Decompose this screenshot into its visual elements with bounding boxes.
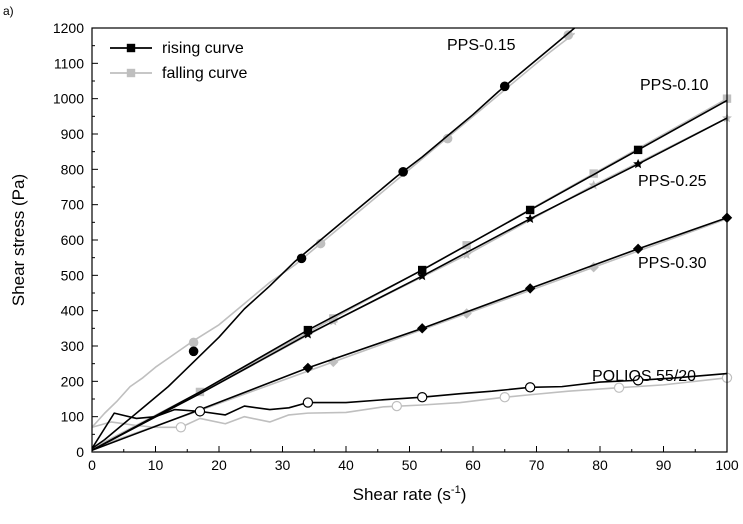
data-point — [418, 265, 427, 275]
x-tick-label: 10 — [148, 457, 164, 473]
legend-label: falling curve — [162, 65, 247, 82]
series-line — [91, 97, 728, 450]
series-layer — [91, 27, 733, 451]
y-tick-label: 600 — [61, 232, 85, 248]
x-axis-title-sup: -1 — [451, 484, 461, 496]
x-axis: 0 10 20 30 40 50 60 70 80 90 100 — [88, 446, 739, 473]
data-point — [633, 158, 644, 169]
y-tick-label: 400 — [61, 303, 85, 319]
data-point — [194, 406, 206, 417]
x-tick-label: 40 — [338, 457, 354, 473]
x-tick-label: 20 — [211, 457, 227, 473]
y-tick-label: 1100 — [54, 55, 84, 71]
series-label: PPS-0.25 — [638, 173, 707, 190]
legend-marker — [126, 43, 136, 53]
legend-marker — [126, 68, 136, 78]
x-tick-label: 30 — [275, 457, 291, 473]
y-tick-label: 900 — [61, 126, 85, 142]
x-axis-title: Shear rate (s-1) — [353, 484, 467, 504]
data-point — [499, 392, 510, 403]
y-tick-label: 500 — [61, 267, 85, 283]
series-0-rising — [91, 27, 576, 450]
panel-label: a) — [3, 4, 14, 18]
data-point — [632, 243, 644, 255]
x-tick-label: 70 — [529, 457, 545, 473]
series-label: PPS-0.30 — [638, 255, 707, 272]
data-point — [525, 205, 535, 215]
series-line — [91, 27, 576, 450]
data-point — [613, 382, 625, 393]
data-point — [188, 346, 199, 357]
x-tick-label: 50 — [402, 457, 418, 473]
legend-label: rising curve — [162, 40, 244, 57]
series-line — [91, 377, 728, 429]
y-tick-label: 1200 — [53, 20, 84, 36]
data-point — [175, 422, 187, 433]
series-2-rising — [91, 117, 728, 451]
data-point — [188, 337, 199, 348]
data-point — [417, 323, 428, 334]
data-point — [398, 167, 408, 177]
y-tick-label: 300 — [61, 338, 85, 354]
x-tick-label: 90 — [656, 457, 672, 473]
data-point — [632, 375, 644, 386]
series-labels: PPS-0.15 PPS-0.10 PPS-0.25 PPS-0.30 POLIOS 5… — [447, 37, 709, 385]
data-point — [563, 30, 574, 40]
series-line — [91, 372, 728, 449]
y-tick-label: 0 — [76, 444, 84, 460]
data-point — [525, 213, 536, 224]
data-point — [524, 283, 536, 294]
legend: rising curve falling curve — [110, 40, 247, 82]
x-axis-title-main: Shear rate (s — [353, 485, 451, 504]
y-tick-label: 700 — [61, 197, 85, 213]
x-tick-label: 0 — [88, 457, 96, 473]
data-point — [391, 400, 402, 412]
series-label: PPS-0.10 — [640, 77, 709, 94]
plot-frame — [91, 27, 728, 453]
data-point — [633, 145, 643, 155]
series-3-rising — [91, 212, 733, 451]
x-axis-title-tail: ) — [461, 485, 467, 504]
data-point — [461, 249, 472, 260]
series-4-falling — [91, 372, 733, 433]
data-point — [302, 362, 314, 374]
data-point — [296, 253, 307, 264]
data-point — [499, 81, 510, 92]
x-tick-label: 100 — [715, 457, 739, 473]
series-label: PPS-0.15 — [447, 37, 516, 54]
data-point — [302, 397, 314, 408]
y-tick-label: 1000 — [53, 91, 84, 107]
data-point — [589, 169, 598, 178]
series-label: POLIOS 55/20 — [592, 368, 696, 385]
x-tick-label: 80 — [592, 457, 608, 473]
y-tick-label: 200 — [61, 373, 85, 389]
data-point — [417, 392, 428, 403]
y-tick-label: 800 — [61, 161, 85, 177]
series-4-rising — [91, 372, 728, 449]
y-tick-label: 100 — [61, 409, 85, 425]
y-axis: 0 100 200 300 400 500 600 700 800 900 1000 1100 1200 — [53, 20, 98, 460]
x-tick-label: 60 — [465, 457, 481, 473]
y-axis-title: Shear stress (Pa) — [9, 174, 28, 306]
data-point — [417, 270, 428, 281]
data-point — [442, 133, 453, 144]
data-point — [524, 382, 536, 393]
data-point — [302, 329, 313, 339]
